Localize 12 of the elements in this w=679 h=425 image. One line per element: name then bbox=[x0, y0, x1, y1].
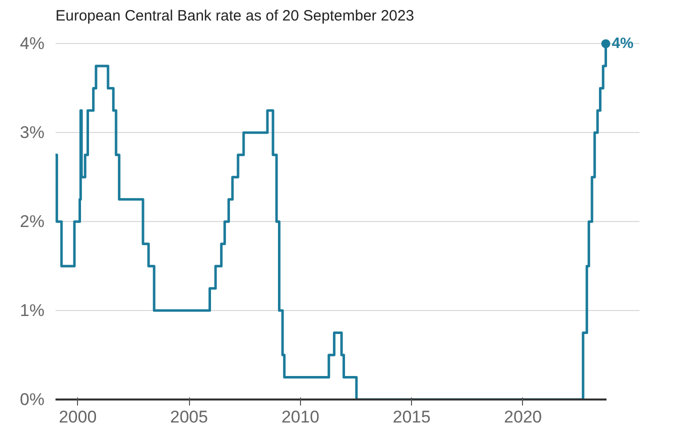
y-tick-label: 0% bbox=[20, 390, 45, 409]
y-tick-label: 4% bbox=[20, 34, 45, 54]
x-tick-label: 2000 bbox=[58, 408, 97, 425]
y-tick-label: 1% bbox=[20, 301, 45, 320]
x-tick-label: 2005 bbox=[170, 408, 208, 425]
x-tick-label: 2015 bbox=[392, 408, 431, 425]
y-tick-label: 3% bbox=[20, 123, 45, 142]
x-tick-label: 2010 bbox=[281, 408, 320, 425]
chart-title: European Central Bank rate as of 20 September 2023 bbox=[56, 8, 414, 24]
annotation: 4% bbox=[612, 35, 634, 52]
y-tick-label: 2% bbox=[20, 212, 45, 232]
x-tick-label: 2020 bbox=[504, 408, 542, 425]
